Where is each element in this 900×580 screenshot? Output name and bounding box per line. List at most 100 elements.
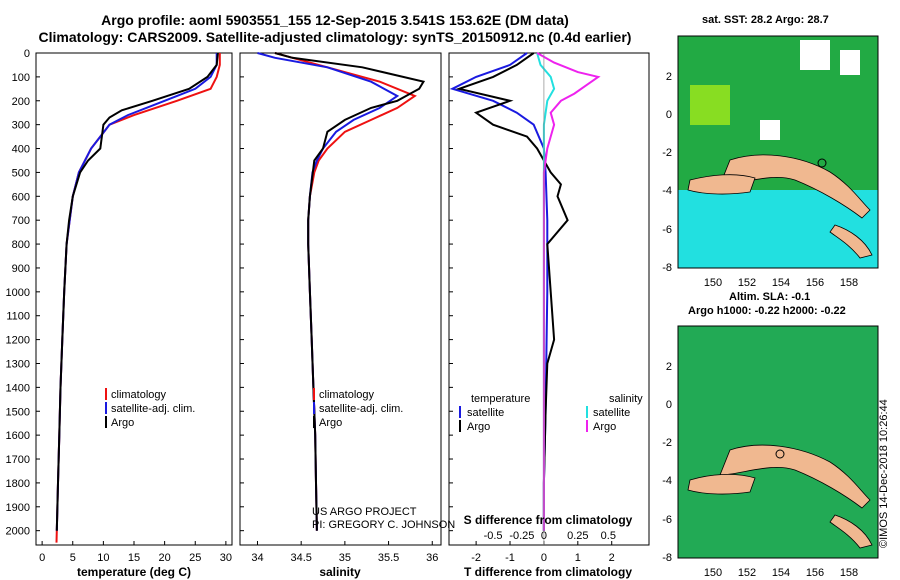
- map-lat-label: -2: [662, 147, 672, 159]
- legend-label: Argo: [319, 417, 342, 429]
- series-t-argo: [455, 52, 569, 531]
- x-tick-label: 0: [541, 552, 547, 564]
- depth-tick-label: 1900: [6, 502, 30, 514]
- sst-map-frame: [677, 35, 879, 269]
- map-lon-label: 156: [806, 277, 824, 289]
- map-lon-label: 150: [704, 277, 722, 289]
- sst-map-cloud: [800, 40, 830, 70]
- series-argo: [274, 52, 426, 531]
- legend-label: satellite: [467, 407, 504, 419]
- x-tick-label: 5: [70, 552, 76, 564]
- sst-map-land: [719, 154, 871, 219]
- sla-map-land: [829, 514, 873, 549]
- series-climatology: [55, 53, 221, 543]
- map-lon-label: 150: [704, 567, 722, 579]
- map-lon-label: 154: [772, 567, 790, 579]
- sla-map-title-line2: Argo h1000: -0.22 h2000: -0.22: [688, 305, 846, 317]
- sst-map: [677, 35, 879, 269]
- depth-tick-label: 800: [12, 239, 30, 251]
- depth-tick-label: 1000: [6, 287, 30, 299]
- depth-tick-label: 1600: [6, 430, 30, 442]
- sst-map-cloud: [840, 50, 860, 75]
- salinity-xlabel: salinity: [319, 565, 361, 579]
- depth-tick-label: 100: [12, 72, 30, 84]
- map-lat-label: -6: [662, 514, 672, 526]
- depth-tick-label: 1200: [6, 335, 30, 347]
- legend-label: Argo: [467, 421, 490, 433]
- s-tick-label: 0.5: [601, 530, 616, 542]
- difference-panel-frame: [448, 52, 650, 546]
- legend-label: Argo: [111, 417, 134, 429]
- temperature-panel-frame: [35, 52, 233, 546]
- map-lat-label: -4: [662, 475, 672, 487]
- sla-map-land: [687, 473, 756, 495]
- x-tick-label: 30: [220, 552, 232, 564]
- map-lon-label: 152: [738, 567, 756, 579]
- x-tick-label: 1: [575, 552, 581, 564]
- depth-tick-label: 900: [12, 263, 30, 275]
- salinity-panel: 34 34.5 35 35.5 36 climatology satellite-adj. …: [251, 52, 438, 564]
- series-t-satellite: [449, 52, 549, 531]
- map-lon-label: 158: [840, 277, 858, 289]
- difference-xlabel: T difference from climatology: [464, 565, 632, 579]
- series-satellite-adj-clim-: [257, 52, 400, 531]
- difference-panel: -2 -1 0 1 2 -0.5 -0.25 0 0.25 0.5 temperature salin…: [449, 52, 643, 564]
- chart-title-line1: Argo profile: aoml 5903551_155 12-Sep-20…: [101, 12, 569, 28]
- depth-tick-label: 200: [12, 96, 30, 108]
- depth-tick-label: 500: [12, 167, 30, 179]
- argo-location-marker: [817, 158, 827, 168]
- depth-tick-label: 1500: [6, 406, 30, 418]
- legend-label: satellite-adj. clim.: [319, 403, 403, 415]
- s-tick-label: 0.25: [567, 530, 588, 542]
- sla-map-title-line1: Altim. SLA: -0.1: [729, 291, 811, 303]
- map-lat-label: 2: [666, 71, 672, 83]
- argo-location-marker: [775, 449, 785, 459]
- depth-tick-label: 600: [12, 191, 30, 203]
- chart-title-line2: Climatology: CARS2009. Satellite-adjuste…: [38, 29, 632, 45]
- series-argo: [55, 52, 219, 531]
- legend-label: Argo: [593, 421, 616, 433]
- x-tick-label: 34.5: [290, 552, 311, 564]
- s-tick-label: 0: [541, 530, 547, 542]
- x-tick-label: 34: [251, 552, 263, 564]
- salinity-panel-frame: [239, 52, 442, 546]
- sst-map-land: [687, 174, 756, 195]
- depth-tick-label: 400: [12, 144, 30, 156]
- legend-label: climatology: [111, 389, 167, 401]
- x-tick-label: 20: [159, 552, 171, 564]
- map-lon-label: 156: [806, 567, 824, 579]
- depth-tick-label: 0: [24, 48, 30, 60]
- series-s-argo: [536, 52, 601, 531]
- depth-axis: 0 100 200 300 400 500 600 700 800 900 1000 1100 1200…: [6, 48, 453, 538]
- legend-label: satellite-adj. clim.: [111, 403, 195, 415]
- map-lat-label: -2: [662, 437, 672, 449]
- sst-map-land: [829, 224, 873, 259]
- s-difference-label: S difference from climatology: [464, 513, 633, 527]
- map-lat-label: -4: [662, 185, 672, 197]
- sla-map-frame: [677, 325, 879, 559]
- map-lat-label: -8: [662, 552, 672, 564]
- sla-map: [677, 325, 879, 559]
- depth-tick-label: 1300: [6, 358, 30, 370]
- s-tick-label: -0.25: [509, 530, 534, 542]
- x-tick-label: 25: [189, 552, 201, 564]
- map-lat-label: -8: [662, 262, 672, 274]
- credit-pi: PI: GREGORY C. JOHNSON: [312, 519, 455, 531]
- x-tick-label: 10: [97, 552, 109, 564]
- map-lat-label: 0: [666, 109, 672, 121]
- map-lat-label: -6: [662, 224, 672, 236]
- map-axes: 2 0 -2 -4 -6 -8 150 152 154 156 158 2 0 -2 -4 -6 -8 150 15…: [662, 71, 858, 579]
- map-lat-label: 0: [666, 399, 672, 411]
- x-tick-label: 0: [39, 552, 45, 564]
- series-satellite-adj-clim-: [55, 53, 218, 531]
- sst-map-cloud: [760, 120, 780, 140]
- map-lon-label: 158: [840, 567, 858, 579]
- depth-tick-label: 1800: [6, 478, 30, 490]
- legend-title-salinity: salinity: [609, 393, 643, 405]
- imos-timestamp: ©IMOS 14-Dec-2018 10:26:44: [878, 399, 890, 548]
- depth-tick-label: 1400: [6, 382, 30, 394]
- sst-map-title: sat. SST: 28.2 Argo: 28.7: [702, 14, 829, 26]
- x-tick-label: -1: [505, 552, 515, 564]
- x-tick-label: 2: [609, 552, 615, 564]
